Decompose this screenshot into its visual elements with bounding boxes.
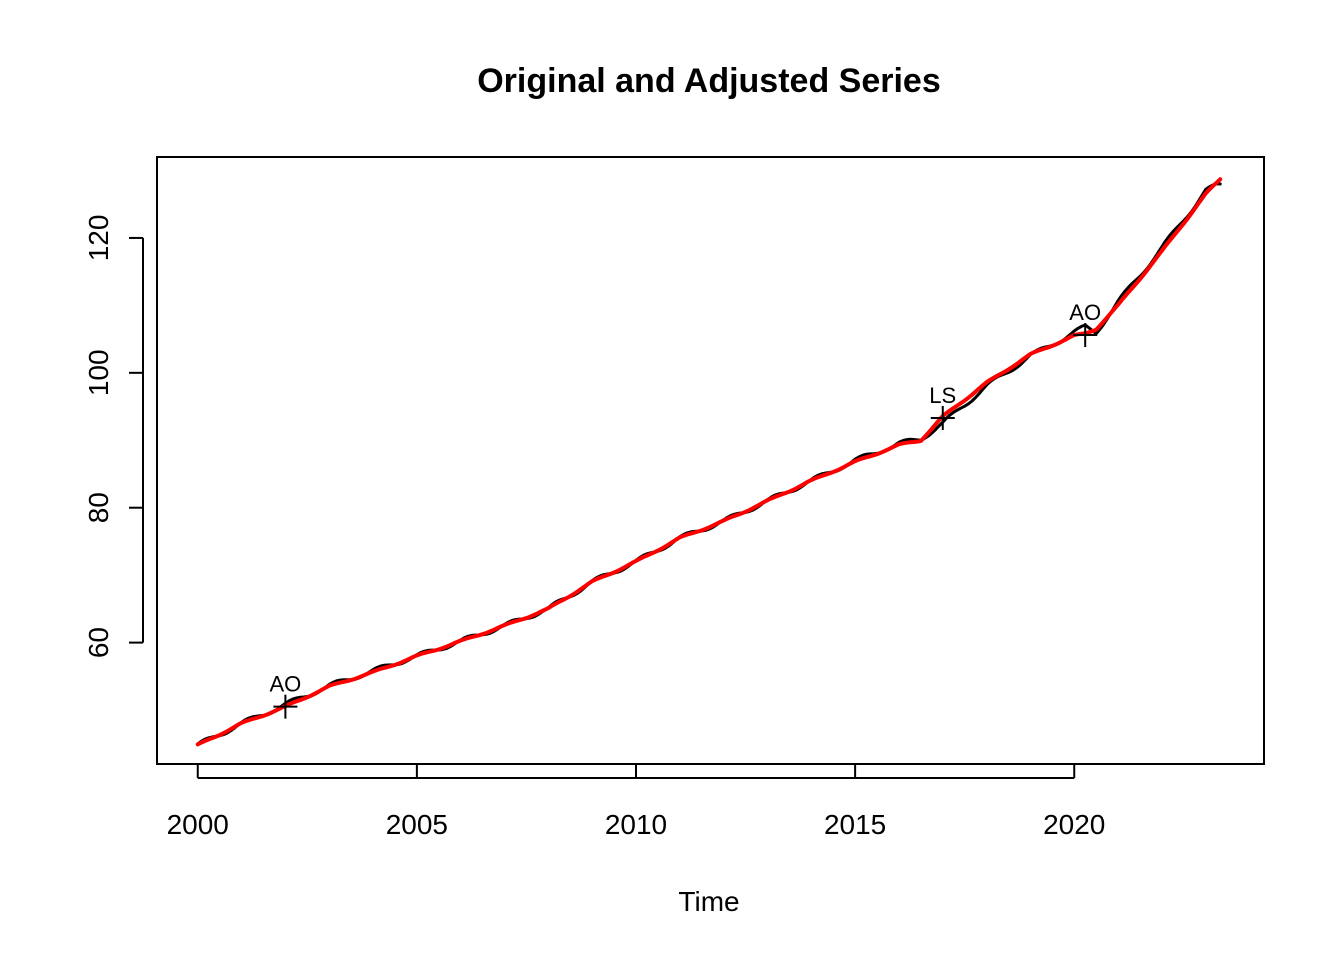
x-tick-label: 2000 — [167, 809, 229, 840]
outlier-label: AO — [270, 672, 302, 697]
y-tick-label: 100 — [83, 349, 114, 396]
x-tick-label: 2010 — [605, 809, 667, 840]
x-tick-label: 2015 — [824, 809, 886, 840]
y-axis: 60 80 100 120 — [83, 215, 144, 658]
outlier-label: AO — [1069, 300, 1101, 325]
outlier-marker: LS — [929, 383, 956, 431]
x-axis-label: Time — [678, 886, 739, 917]
y-tick-label: 120 — [83, 215, 114, 262]
x-tick-label: 2005 — [386, 809, 448, 840]
y-tick-label: 60 — [83, 627, 114, 658]
outlier-marker: AO — [1069, 300, 1101, 348]
series-line-original — [196, 182, 1222, 746]
chart-title: Original and Adjusted Series — [477, 62, 941, 100]
outlier-marker: AO — [270, 672, 302, 719]
plot-frame — [156, 156, 1265, 765]
y-tick-label: 80 — [83, 492, 114, 523]
x-axis: 2000 2005 2010 2015 2020 — [167, 764, 1105, 840]
outlier-label: LS — [929, 383, 956, 408]
annotation-layer: AO LS AO — [270, 300, 1101, 719]
series-line-adjusted — [195, 177, 1223, 747]
x-tick-label: 2020 — [1043, 809, 1105, 840]
series-layer — [195, 177, 1223, 747]
